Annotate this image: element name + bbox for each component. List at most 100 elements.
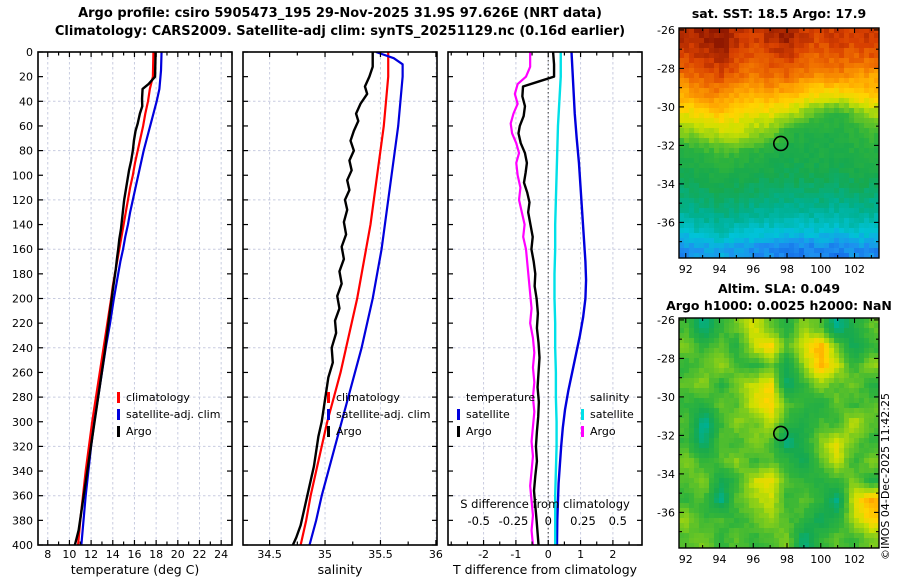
heatmap-cell	[719, 88, 725, 94]
heatmap-cell	[774, 343, 780, 349]
heatmap-cell	[764, 453, 770, 459]
heatmap-cell	[754, 228, 760, 234]
heatmap-cell	[694, 408, 700, 414]
heatmap-cell	[874, 323, 880, 329]
heatmap-cell	[784, 328, 790, 334]
heatmap-cell	[809, 458, 815, 464]
heatmap-cell	[819, 543, 825, 549]
heatmap-cell	[784, 108, 790, 114]
heatmap-cell	[799, 243, 805, 249]
heatmap-cell	[704, 473, 710, 479]
heatmap-cell	[864, 433, 870, 439]
heatmap-cell	[834, 398, 840, 404]
heatmap-cell	[779, 523, 785, 529]
heatmap-cell	[874, 343, 880, 349]
heatmap-cell	[699, 148, 705, 154]
heatmap-cell	[704, 243, 710, 249]
heatmap-cell	[874, 383, 880, 389]
heatmap-cell	[734, 248, 740, 254]
heatmap-cell	[739, 68, 745, 74]
heatmap-cell	[829, 493, 835, 499]
heatmap-cell	[869, 418, 875, 424]
heatmap-cell	[814, 328, 820, 334]
heatmap-cell	[764, 223, 770, 229]
heatmap-cell	[834, 83, 840, 89]
heatmap-cell	[689, 88, 695, 94]
series-satellite-adj.-clim	[308, 52, 404, 545]
heatmap-cell	[819, 408, 825, 414]
heatmap-cell	[684, 488, 690, 494]
heatmap-cell	[774, 433, 780, 439]
heatmap-cell	[749, 458, 755, 464]
heatmap-cell	[714, 203, 720, 209]
heatmap-cell	[719, 533, 725, 539]
heatmap-cell	[739, 373, 745, 379]
series-Argo-T-diff	[517, 52, 556, 545]
x-tick-label: 36	[429, 548, 443, 561]
heatmap-cell	[724, 413, 730, 419]
heatmap-cell	[709, 93, 715, 99]
heatmap-cell	[864, 173, 870, 179]
heatmap-cell	[749, 393, 755, 399]
heatmap-cell	[809, 103, 815, 109]
heatmap-cell	[864, 98, 870, 104]
heatmap-cell	[699, 243, 705, 249]
heatmap-cell	[834, 523, 840, 529]
heatmap-cell	[814, 513, 820, 519]
heatmap-cell	[749, 398, 755, 404]
heatmap-cell	[784, 73, 790, 79]
heatmap-cell	[779, 178, 785, 184]
heatmap-cell	[704, 363, 710, 369]
heatmap-cell	[689, 538, 695, 544]
heatmap-cell	[754, 78, 760, 84]
series-satellite-T-diff	[555, 52, 588, 545]
heatmap-cell	[699, 143, 705, 149]
heatmap-cell	[844, 103, 850, 109]
heatmap-cell	[704, 133, 710, 139]
legend-item: satellite-adj. clim	[117, 406, 220, 423]
heatmap-cell	[724, 158, 730, 164]
legend-item: Argo	[581, 423, 634, 440]
heatmap-cell	[844, 158, 850, 164]
heatmap-cell	[859, 478, 865, 484]
heatmap-cell	[794, 333, 800, 339]
heatmap-cell	[859, 503, 865, 509]
heatmap-cell	[739, 543, 745, 549]
heatmap-cell	[684, 228, 690, 234]
heatmap-cell	[774, 413, 780, 419]
heatmap-cell	[774, 173, 780, 179]
heatmap-cell	[789, 253, 795, 259]
heatmap-cell	[724, 508, 730, 514]
heatmap-cell	[689, 488, 695, 494]
heatmap-cell	[839, 368, 845, 374]
heatmap-cell	[719, 208, 725, 214]
heatmap-cell	[809, 463, 815, 469]
heatmap-cell	[684, 238, 690, 244]
heatmap-cell	[684, 418, 690, 424]
heatmap-cell	[804, 423, 810, 429]
heatmap-cell	[684, 138, 690, 144]
heatmap-cell	[704, 123, 710, 129]
heatmap-cell	[749, 113, 755, 119]
heatmap-cell	[714, 213, 720, 219]
heatmap-cell	[759, 83, 765, 89]
heatmap-cell	[764, 513, 770, 519]
heatmap-cell	[769, 208, 775, 214]
heatmap-cell	[789, 108, 795, 114]
heatmap-cell	[714, 438, 720, 444]
heatmap-cell	[829, 198, 835, 204]
heatmap-cell	[834, 413, 840, 419]
heatmap-cell	[749, 338, 755, 344]
heatmap-cell	[864, 78, 870, 84]
heatmap-cell	[744, 158, 750, 164]
heatmap-cell	[849, 123, 855, 129]
heatmap-cell	[719, 83, 725, 89]
heatmap-cell	[689, 108, 695, 114]
heatmap-cell	[724, 108, 730, 114]
heatmap-cell	[689, 373, 695, 379]
heatmap-cell	[829, 133, 835, 139]
heatmap-cell	[694, 363, 700, 369]
heatmap-cell	[774, 488, 780, 494]
heatmap-cell	[824, 123, 830, 129]
heatmap-cell	[684, 48, 690, 54]
